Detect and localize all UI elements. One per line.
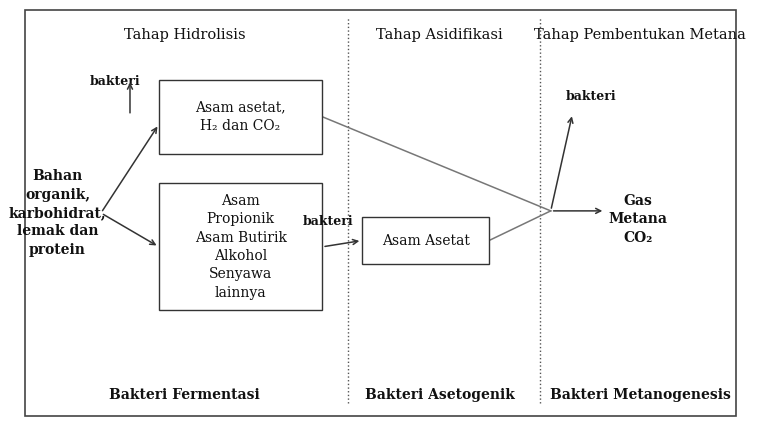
Text: Asam asetat,
H₂ dan CO₂: Asam asetat, H₂ dan CO₂ (195, 101, 286, 133)
Bar (362, 217, 489, 264)
Bar (159, 183, 322, 311)
Text: Bakteri Fermentasi: Bakteri Fermentasi (109, 388, 260, 402)
Text: Bakteri Asetogenik: Bakteri Asetogenik (365, 388, 515, 402)
Text: Bahan
organik,
karbohidrat,
lemak dan
protein: Bahan organik, karbohidrat, lemak dan pr… (8, 169, 106, 257)
Text: bakteri: bakteri (303, 215, 353, 228)
Text: Asam
Propionik
Asam Butirik
Alkohol
Senyawa
lainnya: Asam Propionik Asam Butirik Alkohol Seny… (195, 194, 286, 300)
Bar (159, 80, 322, 154)
Text: Tahap Pembentukan Metana: Tahap Pembentukan Metana (534, 28, 746, 42)
Text: bakteri: bakteri (90, 75, 141, 88)
Text: Gas
Metana
CO₂: Gas Metana CO₂ (609, 194, 668, 245)
Text: bakteri: bakteri (565, 90, 616, 103)
Text: Tahap Hidrolisis: Tahap Hidrolisis (123, 28, 245, 42)
Text: Tahap Asidifikasi: Tahap Asidifikasi (376, 28, 503, 42)
Text: Bakteri Metanogenesis: Bakteri Metanogenesis (549, 388, 731, 402)
Text: Asam Asetat: Asam Asetat (381, 233, 470, 248)
